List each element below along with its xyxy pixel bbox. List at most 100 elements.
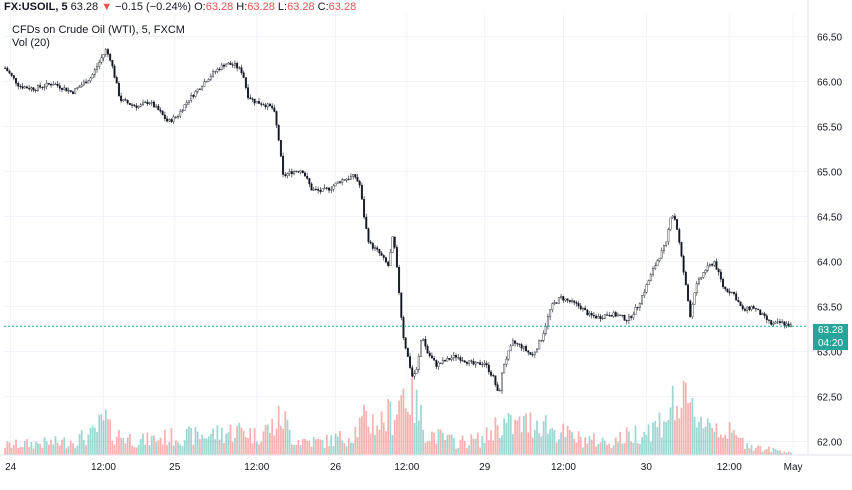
candle-body bbox=[157, 105, 160, 111]
volume-bar bbox=[654, 420, 657, 455]
volume-bar bbox=[135, 447, 138, 455]
volume-bar bbox=[558, 439, 560, 455]
candle-body bbox=[238, 67, 241, 69]
volume-bar bbox=[463, 441, 466, 455]
candle-body bbox=[428, 352, 431, 357]
candle-body bbox=[45, 82, 48, 87]
candle-body bbox=[763, 313, 766, 316]
candle-body bbox=[612, 312, 615, 317]
countdown-badge: 04:20 bbox=[813, 337, 848, 350]
candle-body bbox=[319, 190, 322, 192]
volume-bar bbox=[238, 422, 241, 455]
volume-bar bbox=[625, 427, 628, 455]
candle-body bbox=[684, 271, 687, 286]
candle-body bbox=[645, 284, 648, 293]
volume-bar bbox=[704, 426, 707, 455]
volume-bar bbox=[590, 439, 593, 455]
candle-body bbox=[98, 62, 101, 67]
volume-bar bbox=[120, 437, 122, 455]
volume-bar bbox=[17, 447, 20, 455]
candle-body bbox=[402, 317, 405, 339]
volume-bar bbox=[61, 439, 63, 455]
volume-bar bbox=[115, 436, 118, 455]
candle-body bbox=[82, 81, 85, 86]
volume-bar bbox=[619, 431, 622, 455]
candle-body bbox=[404, 337, 407, 349]
candle-body bbox=[551, 303, 554, 310]
candle-body bbox=[214, 71, 217, 73]
candle-body bbox=[187, 100, 190, 103]
volume-bar bbox=[190, 427, 193, 455]
volume-bar bbox=[319, 439, 322, 455]
candle-body bbox=[85, 81, 88, 84]
candle-body bbox=[39, 85, 42, 88]
volume-bar bbox=[411, 372, 414, 455]
candle-body bbox=[568, 300, 571, 302]
volume-bar bbox=[229, 424, 232, 455]
volume-title[interactable]: Vol (20) bbox=[12, 37, 50, 49]
candle-body bbox=[216, 68, 219, 72]
candle-body bbox=[479, 362, 482, 365]
candle-body bbox=[748, 306, 751, 310]
symbol-name[interactable]: FX:USOIL, 5 bbox=[4, 1, 68, 13]
volume-bar bbox=[437, 429, 440, 455]
volume-bar bbox=[8, 442, 11, 455]
volume-bar bbox=[280, 425, 282, 455]
volume-bar bbox=[102, 420, 105, 455]
candle-body bbox=[352, 174, 355, 177]
x-tick-label: 12:00 bbox=[244, 462, 269, 473]
candle-body bbox=[334, 182, 337, 187]
candle-body bbox=[787, 323, 790, 328]
candle-body bbox=[654, 265, 657, 269]
candle-body bbox=[575, 302, 578, 304]
candle-body bbox=[435, 360, 438, 367]
candle-body bbox=[687, 284, 689, 301]
volume-bar bbox=[126, 437, 129, 455]
volume-bar bbox=[396, 414, 398, 455]
volume-bar bbox=[496, 425, 499, 455]
volume-bar bbox=[765, 449, 768, 455]
candle-body bbox=[557, 297, 560, 304]
candle-body bbox=[253, 98, 256, 104]
candle-body bbox=[212, 71, 215, 77]
candle-body bbox=[768, 319, 770, 321]
candle-body bbox=[446, 357, 449, 362]
candle-body bbox=[380, 252, 383, 256]
candle-body bbox=[225, 63, 228, 67]
volume-bar bbox=[516, 420, 519, 455]
candle-body bbox=[306, 176, 309, 179]
candle-body bbox=[770, 320, 773, 325]
candle-body bbox=[450, 357, 453, 360]
candle-body bbox=[17, 82, 20, 87]
candle-body bbox=[739, 301, 742, 306]
volume-bar bbox=[312, 437, 315, 455]
volume-bar bbox=[415, 389, 418, 455]
volume-bar bbox=[527, 432, 530, 455]
candle-body bbox=[227, 62, 230, 65]
volume-bar bbox=[647, 424, 650, 455]
volume-bar bbox=[146, 432, 149, 455]
volume-bar bbox=[750, 445, 753, 455]
volume-bar bbox=[424, 442, 427, 455]
candle-body bbox=[555, 302, 558, 304]
series-title[interactable]: CFDs on Crude Oil (WTI), 5, FXCM bbox=[12, 24, 185, 36]
candle-body bbox=[726, 288, 729, 292]
candle-body bbox=[553, 302, 556, 304]
candle-body bbox=[702, 272, 705, 278]
candle-body bbox=[459, 357, 462, 361]
candle-body bbox=[492, 375, 495, 377]
volume-bar bbox=[595, 446, 597, 455]
high-label: H: bbox=[236, 1, 248, 13]
price-change: −0.15 (−0.24%) bbox=[115, 1, 192, 13]
volume-bar bbox=[185, 428, 188, 455]
candle-body bbox=[665, 241, 668, 246]
candle-body bbox=[124, 99, 127, 101]
candle-body bbox=[247, 87, 250, 98]
x-tick-label: May bbox=[784, 462, 803, 473]
volume-bar bbox=[293, 445, 295, 455]
candle-body bbox=[571, 300, 573, 302]
volume-bar bbox=[682, 380, 685, 455]
candle-body bbox=[391, 236, 394, 253]
